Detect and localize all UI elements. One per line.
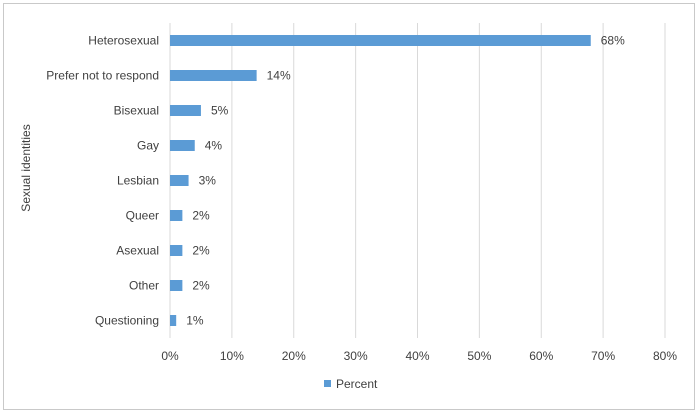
bars: [170, 35, 591, 326]
bar: [170, 105, 201, 116]
bar: [170, 245, 183, 256]
value-label: 2%: [192, 244, 210, 258]
value-labels: 68% 14% 5% 4% 3% 2% 2% 2% 1%: [186, 34, 625, 328]
chart-frame: [3, 3, 695, 410]
x-tick-label: 0%: [161, 349, 179, 363]
x-tick-label: 70%: [591, 349, 615, 363]
x-tick-label: 60%: [529, 349, 553, 363]
y-axis-label: Sexual identities: [19, 124, 33, 211]
bar: [170, 140, 195, 151]
value-label: 14%: [267, 69, 291, 83]
bar: [170, 280, 183, 291]
legend-swatch: [324, 380, 331, 387]
category-label: Bisexual: [114, 104, 159, 118]
category-label: Other: [129, 279, 159, 293]
legend: Percent: [324, 377, 378, 391]
x-tick-label: 80%: [653, 349, 677, 363]
bar: [170, 210, 183, 221]
x-tick-label: 40%: [405, 349, 429, 363]
category-label: Heterosexual: [88, 34, 159, 48]
bar: [170, 35, 591, 46]
category-label: Prefer not to respond: [46, 69, 159, 83]
category-labels: Heterosexual Prefer not to respond Bisexua…: [46, 34, 159, 328]
value-label: 2%: [192, 279, 210, 293]
value-label: 68%: [601, 34, 625, 48]
category-label: Gay: [137, 139, 159, 153]
category-label: Queer: [126, 209, 159, 223]
category-label: Asexual: [116, 244, 159, 258]
value-label: 3%: [199, 174, 217, 188]
value-label: 2%: [192, 209, 210, 223]
value-label: 1%: [186, 314, 204, 328]
x-tick-label: 50%: [467, 349, 491, 363]
legend-label: Percent: [336, 377, 378, 391]
bar: [170, 70, 257, 81]
x-tick-labels: 0% 10% 20% 30% 40% 50% 60% 70% 80%: [161, 349, 677, 363]
value-label: 5%: [211, 104, 229, 118]
x-tick-label: 30%: [344, 349, 368, 363]
category-label: Lesbian: [117, 174, 159, 188]
bar: [170, 315, 177, 326]
x-tick-label: 20%: [282, 349, 306, 363]
category-label: Questioning: [95, 314, 159, 328]
value-label: 4%: [205, 139, 223, 153]
bar: [170, 175, 189, 186]
x-tick-label: 10%: [220, 349, 244, 363]
